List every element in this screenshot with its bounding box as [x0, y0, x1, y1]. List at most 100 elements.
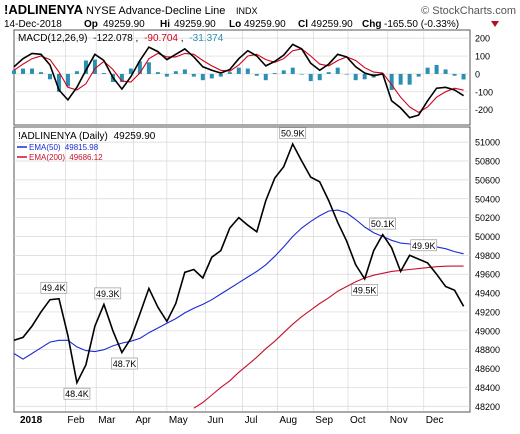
x-tick-label: Jun — [207, 415, 223, 426]
macd-histogram-bar — [12, 70, 16, 74]
high-value: 49259.90 — [174, 19, 216, 30]
macd-histogram-bar — [299, 73, 304, 75]
price-annotation-box — [351, 284, 378, 296]
x-axis: 2018 Feb Mar Apr May Jun Jul Aug Sep Oct Nov Dec — [20, 415, 444, 426]
macd-histogram-bar — [353, 73, 358, 81]
macd-legend: MACD(12,26,9) -122.078 , -90.704 , -31.3… — [18, 33, 224, 44]
price-y-axis: 51000 50800 50600 50400 50200 50000 49800 49600… — [475, 138, 500, 412]
macd-y-axis: 200 100 0 -100 -200 — [475, 34, 493, 116]
open-value: 49259.90 — [103, 19, 145, 30]
macd-histogram-bar — [389, 73, 394, 91]
macd-histogram-bar — [317, 73, 322, 81]
macd-line — [13, 43, 465, 119]
price-annotations: 49.4K 48.4K 49.3K 48.7K 50.9K 50.1K 49.5K 49.9K — [40, 127, 438, 400]
brand-label: © StockCharts.com — [421, 5, 516, 17]
index-name: NYSE Advance-Decline Line — [86, 5, 225, 17]
macd-histogram-bar — [20, 68, 25, 74]
macd-histogram-bar — [200, 73, 205, 81]
macd-histogram-bar — [344, 73, 349, 75]
macd-histogram-bar — [236, 67, 241, 74]
y-tick-label: 48200 — [475, 402, 500, 412]
ema200-legend-value: 49686.12 — [69, 153, 103, 162]
x-tick-label: Aug — [279, 415, 297, 426]
y-tick-label: -100 — [475, 87, 493, 97]
macd-histogram-bar — [272, 73, 277, 74]
price-annotation-box — [94, 287, 122, 300]
low-value: 49259.90 — [244, 19, 286, 30]
y-tick-label: 50000 — [475, 232, 500, 242]
macd-signal-line — [13, 48, 464, 114]
price-annotation-label: 50.1K — [371, 219, 395, 229]
high-label: Hi — [160, 19, 170, 30]
price-annotation-label: 49.5K — [353, 285, 377, 295]
macd-grid — [14, 31, 470, 124]
macd-histogram-bar — [227, 72, 232, 74]
ema50-legend: EMA(50) 49815.98 — [29, 143, 99, 152]
close-label: Cl — [298, 19, 308, 30]
price-annotation-box — [369, 217, 396, 230]
low-label: Lo — [229, 19, 241, 30]
y-tick-label: 48600 — [475, 364, 500, 374]
x-tick-label: Mar — [98, 415, 116, 426]
down-arrow-icon — [491, 21, 499, 27]
y-tick-label: 50200 — [475, 213, 500, 223]
macd-histogram-bar — [443, 69, 448, 74]
macd-histogram-bar — [155, 72, 160, 74]
price-annotation-label: 49.4K — [42, 283, 66, 293]
macd-histogram-bar — [173, 71, 178, 74]
macd-histogram-bar — [263, 73, 268, 81]
y-tick-label: 49600 — [475, 270, 500, 280]
ema50-legend-value: 49815.98 — [65, 143, 99, 152]
ema200-line — [193, 265, 464, 409]
price-annotation-box — [410, 239, 438, 252]
macd-histogram — [12, 59, 466, 92]
price-annotation-label: 49.9K — [412, 241, 436, 251]
macd-histogram-bar — [452, 73, 457, 76]
macd-histogram-bar — [461, 73, 466, 80]
ema50-legend-label: EMA(50) — [29, 143, 61, 152]
macd-histogram-bar — [119, 73, 124, 82]
price-legend-label: !ADLINENYA (Daily) — [18, 131, 108, 142]
x-tick-label: Sep — [315, 415, 333, 426]
macd-histogram-bar — [290, 67, 295, 74]
y-tick-label: 50600 — [475, 175, 500, 185]
macd-histogram-bar — [65, 73, 70, 87]
macd-histogram-bar — [326, 72, 331, 74]
price-frame — [13, 126, 471, 413]
y-tick-label: 0 — [475, 69, 480, 79]
macd-histogram-bar — [209, 73, 214, 79]
y-tick-label: 49400 — [475, 289, 500, 299]
x-tick-label: Oct — [350, 415, 366, 426]
close-value: 49259.90 — [311, 19, 353, 30]
y-tick-label: 49200 — [475, 307, 500, 317]
price-annotation-label: 50.9K — [281, 129, 305, 139]
price-annotation-label: 48.4K — [65, 389, 89, 399]
open-label: Op — [84, 19, 98, 30]
exchange-label: INDX — [236, 6, 258, 16]
y-tick-label: 49000 — [475, 326, 500, 336]
change-label: Chg — [362, 19, 381, 30]
quote-date: 14-Dec-2018 — [4, 19, 62, 30]
macd-histogram-bar — [434, 64, 439, 74]
y-tick-label: 49800 — [475, 251, 500, 261]
macd-histogram-bar — [218, 73, 223, 77]
macd-histogram-bar — [92, 59, 97, 74]
x-tick-label: Apr — [135, 415, 151, 426]
macd-legend-label: MACD(12,26,9) — [18, 33, 87, 44]
macd-legend-signal: -90.704 — [144, 33, 178, 44]
change-value: -165.50 (-0.33%) — [384, 19, 459, 30]
y-tick-label: 51000 — [475, 138, 500, 148]
macd-histogram-bar — [101, 73, 106, 74]
y-tick-label: 50400 — [475, 194, 500, 204]
macd-histogram-bar — [407, 73, 412, 85]
price-legend: !ADLINENYA (Daily) 49259.90 — [18, 131, 156, 142]
y-tick-label: 200 — [475, 34, 490, 44]
price-annotation-box — [40, 281, 68, 294]
macd-histogram-bar — [56, 73, 61, 92]
symbol-title: !ADLINENYA — [4, 2, 84, 17]
macd-histogram-bar — [398, 73, 403, 85]
y-tick-label: 48800 — [475, 345, 500, 355]
macd-histogram-bar — [335, 67, 340, 74]
